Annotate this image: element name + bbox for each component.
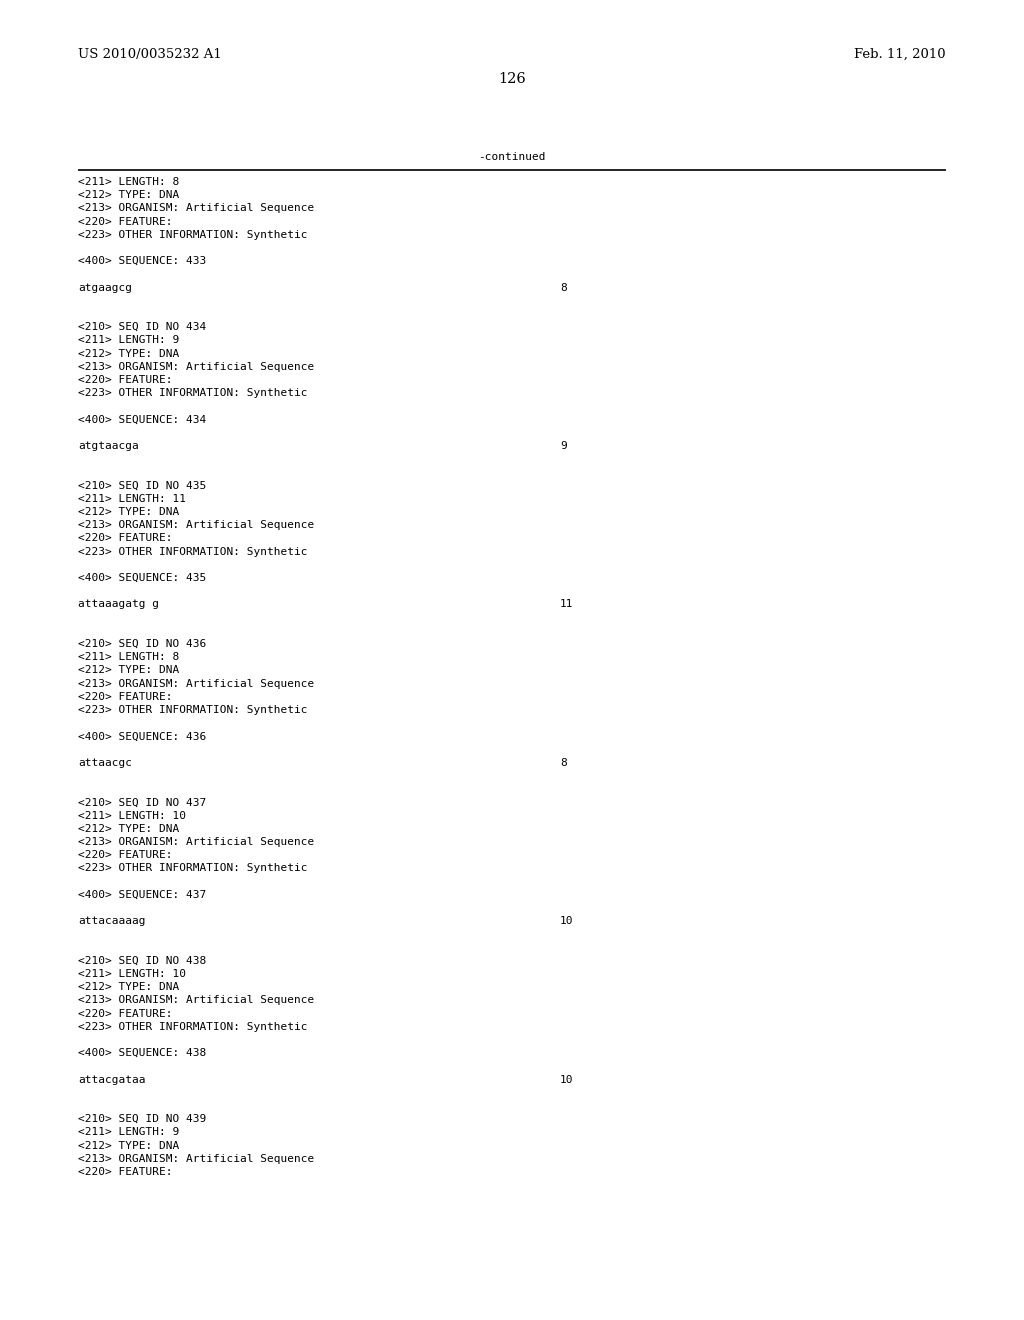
Text: -continued: -continued	[478, 152, 546, 162]
Text: <220> FEATURE:: <220> FEATURE:	[78, 533, 172, 544]
Text: <223> OTHER INFORMATION: Synthetic: <223> OTHER INFORMATION: Synthetic	[78, 546, 307, 557]
Text: <212> TYPE: DNA: <212> TYPE: DNA	[78, 348, 179, 359]
Text: Feb. 11, 2010: Feb. 11, 2010	[854, 48, 946, 61]
Text: <212> TYPE: DNA: <212> TYPE: DNA	[78, 507, 179, 517]
Text: 11: 11	[560, 599, 573, 610]
Text: 8: 8	[560, 282, 566, 293]
Text: <213> ORGANISM: Artificial Sequence: <213> ORGANISM: Artificial Sequence	[78, 362, 314, 372]
Text: <211> LENGTH: 9: <211> LENGTH: 9	[78, 1127, 179, 1138]
Text: <213> ORGANISM: Artificial Sequence: <213> ORGANISM: Artificial Sequence	[78, 837, 314, 847]
Text: US 2010/0035232 A1: US 2010/0035232 A1	[78, 48, 222, 61]
Text: <211> LENGTH: 8: <211> LENGTH: 8	[78, 177, 179, 187]
Text: <211> LENGTH: 10: <211> LENGTH: 10	[78, 810, 186, 821]
Text: <210> SEQ ID NO 439: <210> SEQ ID NO 439	[78, 1114, 206, 1125]
Text: 126: 126	[498, 73, 526, 86]
Text: attacaaaag: attacaaaag	[78, 916, 145, 927]
Text: <223> OTHER INFORMATION: Synthetic: <223> OTHER INFORMATION: Synthetic	[78, 705, 307, 715]
Text: <400> SEQUENCE: 438: <400> SEQUENCE: 438	[78, 1048, 206, 1059]
Text: attaacgc: attaacgc	[78, 758, 132, 768]
Text: <211> LENGTH: 9: <211> LENGTH: 9	[78, 335, 179, 346]
Text: <212> TYPE: DNA: <212> TYPE: DNA	[78, 1140, 179, 1151]
Text: <210> SEQ ID NO 434: <210> SEQ ID NO 434	[78, 322, 206, 333]
Text: attacgataa: attacgataa	[78, 1074, 145, 1085]
Text: <213> ORGANISM: Artificial Sequence: <213> ORGANISM: Artificial Sequence	[78, 520, 314, 531]
Text: <220> FEATURE:: <220> FEATURE:	[78, 375, 172, 385]
Text: <400> SEQUENCE: 434: <400> SEQUENCE: 434	[78, 414, 206, 425]
Text: <223> OTHER INFORMATION: Synthetic: <223> OTHER INFORMATION: Synthetic	[78, 388, 307, 399]
Text: <212> TYPE: DNA: <212> TYPE: DNA	[78, 982, 179, 993]
Text: 9: 9	[560, 441, 566, 451]
Text: <212> TYPE: DNA: <212> TYPE: DNA	[78, 190, 179, 201]
Text: <400> SEQUENCE: 436: <400> SEQUENCE: 436	[78, 731, 206, 742]
Text: <220> FEATURE:: <220> FEATURE:	[78, 216, 172, 227]
Text: <220> FEATURE:: <220> FEATURE:	[78, 1167, 172, 1177]
Text: <400> SEQUENCE: 437: <400> SEQUENCE: 437	[78, 890, 206, 900]
Text: <400> SEQUENCE: 435: <400> SEQUENCE: 435	[78, 573, 206, 583]
Text: <223> OTHER INFORMATION: Synthetic: <223> OTHER INFORMATION: Synthetic	[78, 863, 307, 874]
Text: atgaagcg: atgaagcg	[78, 282, 132, 293]
Text: <220> FEATURE:: <220> FEATURE:	[78, 1008, 172, 1019]
Text: <223> OTHER INFORMATION: Synthetic: <223> OTHER INFORMATION: Synthetic	[78, 230, 307, 240]
Text: <210> SEQ ID NO 436: <210> SEQ ID NO 436	[78, 639, 206, 649]
Text: <213> ORGANISM: Artificial Sequence: <213> ORGANISM: Artificial Sequence	[78, 203, 314, 214]
Text: <212> TYPE: DNA: <212> TYPE: DNA	[78, 665, 179, 676]
Text: <212> TYPE: DNA: <212> TYPE: DNA	[78, 824, 179, 834]
Text: <210> SEQ ID NO 438: <210> SEQ ID NO 438	[78, 956, 206, 966]
Text: <213> ORGANISM: Artificial Sequence: <213> ORGANISM: Artificial Sequence	[78, 678, 314, 689]
Text: <210> SEQ ID NO 437: <210> SEQ ID NO 437	[78, 797, 206, 808]
Text: atgtaacga: atgtaacga	[78, 441, 138, 451]
Text: attaaagatg g: attaaagatg g	[78, 599, 159, 610]
Text: <220> FEATURE:: <220> FEATURE:	[78, 850, 172, 861]
Text: <211> LENGTH: 10: <211> LENGTH: 10	[78, 969, 186, 979]
Text: 8: 8	[560, 758, 566, 768]
Text: <220> FEATURE:: <220> FEATURE:	[78, 692, 172, 702]
Text: <213> ORGANISM: Artificial Sequence: <213> ORGANISM: Artificial Sequence	[78, 995, 314, 1006]
Text: <213> ORGANISM: Artificial Sequence: <213> ORGANISM: Artificial Sequence	[78, 1154, 314, 1164]
Text: <210> SEQ ID NO 435: <210> SEQ ID NO 435	[78, 480, 206, 491]
Text: <211> LENGTH: 11: <211> LENGTH: 11	[78, 494, 186, 504]
Text: 10: 10	[560, 916, 573, 927]
Text: 10: 10	[560, 1074, 573, 1085]
Text: <223> OTHER INFORMATION: Synthetic: <223> OTHER INFORMATION: Synthetic	[78, 1022, 307, 1032]
Text: <400> SEQUENCE: 433: <400> SEQUENCE: 433	[78, 256, 206, 267]
Text: <211> LENGTH: 8: <211> LENGTH: 8	[78, 652, 179, 663]
